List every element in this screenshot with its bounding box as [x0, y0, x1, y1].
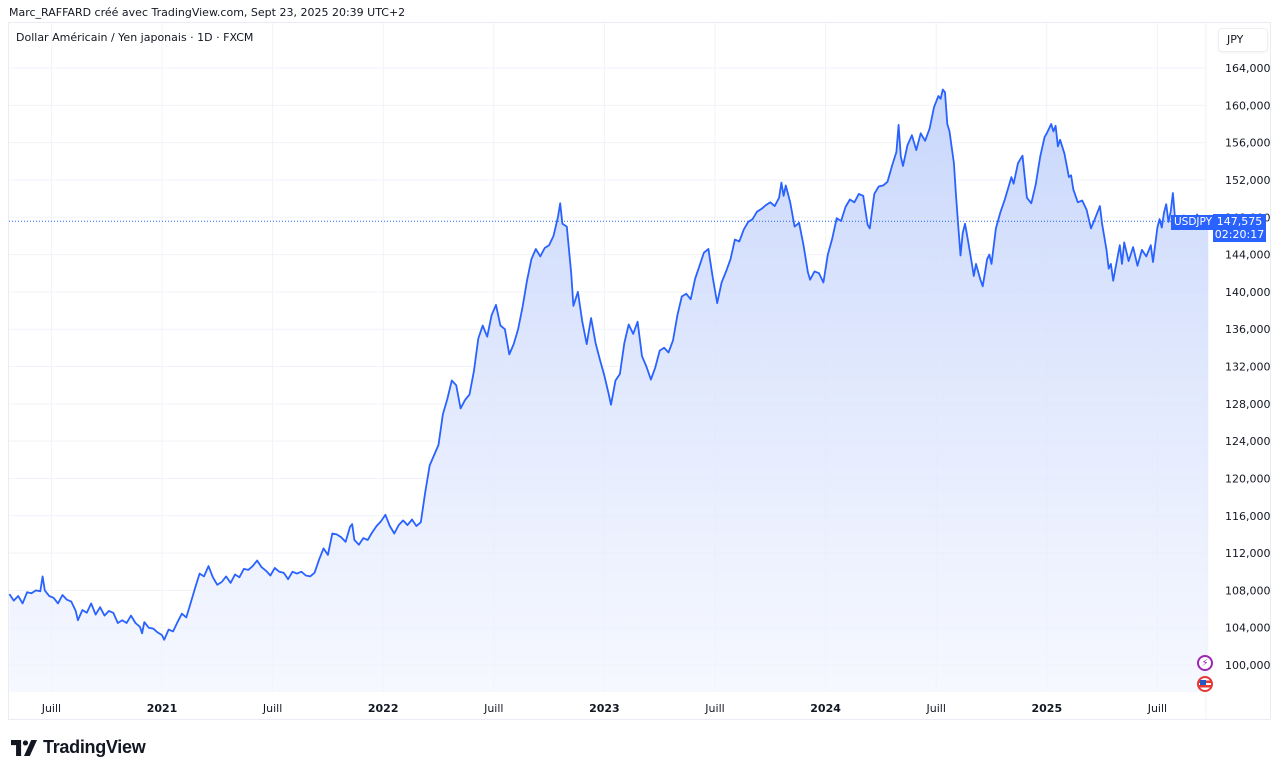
price-tick-label: 100,000: [1225, 659, 1271, 672]
time-tick-label: Juill: [41, 702, 61, 715]
tradingview-logo-icon: [11, 739, 37, 756]
price-tick-label: 116,000: [1225, 510, 1271, 523]
price-tick-label: 108,000: [1225, 584, 1271, 597]
price-tick-label: 164,000: [1225, 62, 1271, 75]
lightning-event-icon[interactable]: ⚡: [1197, 655, 1213, 671]
time-tick-label: 2025: [1031, 702, 1062, 715]
chart-frame: [8, 22, 1271, 720]
price-tick-label: 144,000: [1225, 249, 1271, 262]
chart-credit: Marc_RAFFARD créé avec TradingView.com, …: [9, 6, 406, 19]
symbol-price-label: USDJPY: [1171, 215, 1216, 230]
price-tick-label: 104,000: [1225, 622, 1271, 635]
last-price-badge: 147,575 02:20:17: [1213, 214, 1266, 242]
time-tick-label: Juill: [704, 702, 724, 715]
currency-button[interactable]: JPY: [1218, 28, 1268, 52]
price-tick-label: 120,000: [1225, 472, 1271, 485]
price-tick-label: 152,000: [1225, 174, 1271, 187]
price-tick-label: 132,000: [1225, 361, 1271, 374]
price-axis[interactable]: 164,000160,000156,000152,000148,000144,0…: [1225, 62, 1271, 672]
tradingview-logo[interactable]: TradingView: [11, 737, 146, 758]
price-tick-label: 124,000: [1225, 435, 1271, 448]
price-tick-label: 128,000: [1225, 398, 1271, 411]
price-tick-label: 112,000: [1225, 547, 1271, 560]
tradingview-logo-text: TradingView: [43, 737, 146, 757]
price-line[interactable]: [8, 88, 1209, 641]
time-tick-label: 2024: [810, 702, 841, 715]
time-tick-label: 2021: [147, 702, 178, 715]
time-tick-label: 2022: [368, 702, 399, 715]
time-tick-label: Juill: [1147, 702, 1167, 715]
time-tick-label: 2023: [589, 702, 620, 715]
time-tick-label: Juill: [262, 702, 282, 715]
us-flag-event-icon[interactable]: [1197, 676, 1213, 692]
price-tick-label: 136,000: [1225, 323, 1271, 336]
symbol-legend[interactable]: Dollar Américain / Yen japonais · 1D · F…: [16, 31, 254, 44]
time-axis[interactable]: Juill 2021 Juill 2022 Juill 2023 Juill 2024 Juil…: [41, 702, 1167, 715]
time-tick-label: Juill: [483, 702, 503, 715]
price-tick-label: 140,000: [1225, 286, 1271, 299]
price-tick-label: 156,000: [1225, 137, 1271, 150]
last-price-value: 147,575: [1216, 215, 1263, 228]
time-tick-label: Juill: [926, 702, 946, 715]
bar-countdown: 02:20:17: [1214, 228, 1265, 241]
price-tick-label: 160,000: [1225, 99, 1271, 112]
price-area-fill: [9, 89, 1209, 692]
